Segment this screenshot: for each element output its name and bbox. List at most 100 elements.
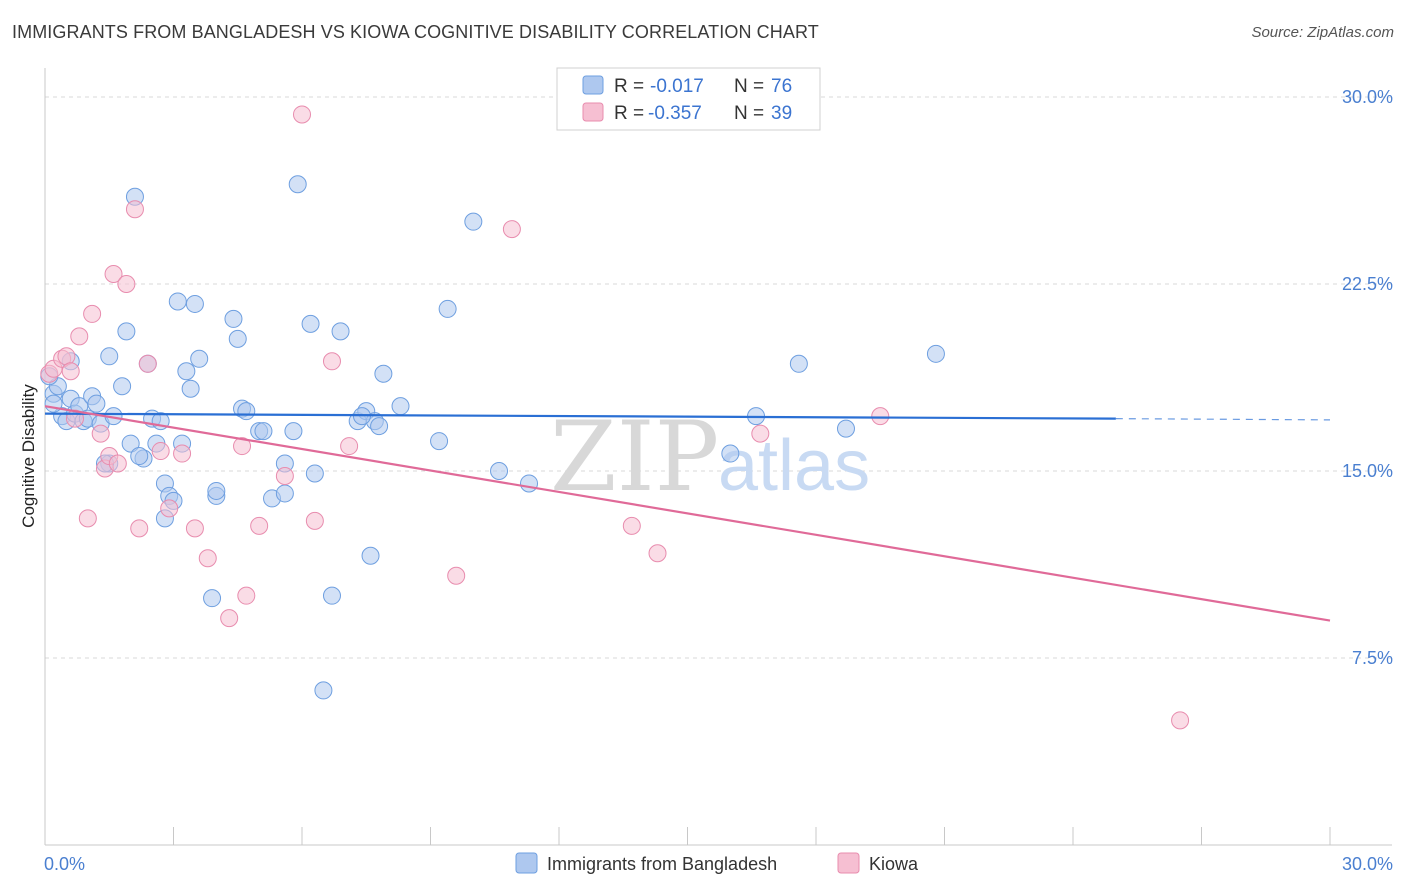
kiowa-point <box>622 516 641 535</box>
kiowa-point <box>83 304 102 323</box>
bangladesh-point <box>275 484 294 503</box>
bottom-legend-label-kiowa: Kiowa <box>869 854 919 874</box>
kiowa-point <box>185 519 204 538</box>
x-tick-label: 0.0% <box>44 854 85 874</box>
legend-n-label: N = <box>734 76 764 97</box>
legend-r-value: -0.017 <box>650 76 704 97</box>
bangladesh-point <box>121 434 140 453</box>
kiowa-point <box>70 327 89 346</box>
kiowa-point <box>151 442 170 461</box>
x-tick-labels: 0.0% 30.0% <box>44 854 1393 874</box>
bangladesh-point <box>224 309 243 328</box>
y-tick-label: 15.0% <box>1342 461 1393 481</box>
bangladesh-point <box>113 377 132 396</box>
bangladesh-point <box>430 432 449 451</box>
x-tick-label: 30.0% <box>1342 854 1393 874</box>
bangladesh-point <box>117 322 136 341</box>
bangladesh-point <box>370 417 389 436</box>
legend-box: R = -0.017 N = 76 R = -0.357 N = 39 <box>556 67 821 131</box>
kiowa-point <box>305 511 324 530</box>
kiowa-point <box>751 424 770 443</box>
bangladesh-point <box>254 422 273 441</box>
bangladesh-point <box>87 394 106 413</box>
bangladesh-point <box>181 379 200 398</box>
bottom-legend-swatch-pink <box>837 852 860 874</box>
kiowa-point <box>220 609 239 628</box>
bangladesh-point <box>177 362 196 381</box>
legend-swatch-pink <box>582 102 604 122</box>
kiowa-point <box>160 499 179 518</box>
kiowa-point <box>125 200 144 219</box>
axes <box>44 68 1392 846</box>
kiowa-point <box>293 105 311 124</box>
bottom-legend-label-bangladesh: Immigrants from Bangladesh <box>547 854 777 874</box>
bangladesh-point <box>520 474 539 493</box>
bangladesh-point <box>203 589 222 608</box>
bangladesh-point <box>190 349 209 368</box>
kiowa-point <box>322 352 341 371</box>
kiowa-point <box>173 444 192 463</box>
kiowa-point <box>502 220 521 239</box>
kiowa-point <box>104 265 123 284</box>
kiowa-point <box>340 437 359 456</box>
kiowa-point <box>130 519 149 538</box>
bangladesh-point <box>207 481 226 500</box>
kiowa-point <box>871 407 890 426</box>
bottom-legend: Immigrants from Bangladesh Kiowa <box>515 852 919 874</box>
bottom-legend-swatch-blue <box>515 852 538 874</box>
bangladesh-point <box>361 546 380 565</box>
y-axis-title: Cognitive Disability <box>19 384 38 528</box>
bangladesh-point <box>305 464 324 483</box>
grid <box>45 96 1392 659</box>
legend-n-value: 76 <box>771 76 792 97</box>
kiowa-point <box>57 347 76 366</box>
bangladesh-point <box>185 294 204 313</box>
kiowa-point <box>237 586 256 605</box>
bangladesh-point <box>331 322 350 341</box>
bangladesh-point <box>314 681 333 700</box>
y-tick-label: 7.5% <box>1352 648 1393 668</box>
bangladesh-trend-extension <box>1115 418 1331 421</box>
bangladesh-point <box>789 354 808 373</box>
kiowa-point <box>91 424 110 443</box>
bangladesh-point <box>322 586 341 605</box>
bangladesh-point <box>100 347 119 366</box>
bangladesh-trend-line <box>44 412 1116 420</box>
kiowa-point <box>117 275 136 293</box>
series-bangladesh-points <box>40 175 945 700</box>
y-tick-label: 30.0% <box>1342 87 1393 107</box>
kiowa-point <box>108 454 127 473</box>
kiowa-point <box>648 544 667 563</box>
kiowa-point <box>61 362 80 381</box>
kiowa-point <box>275 466 294 485</box>
y-tick-labels: 7.5% 15.0% 22.5% 30.0% <box>1342 87 1393 668</box>
bangladesh-point <box>836 419 855 438</box>
bangladesh-point <box>284 422 303 441</box>
kiowa-point <box>250 516 269 535</box>
kiowa-point <box>1171 711 1190 730</box>
bangladesh-point <box>391 397 410 416</box>
series-kiowa-points <box>40 105 1190 730</box>
watermark-atlas: atlas <box>718 426 870 506</box>
kiowa-point <box>447 566 466 585</box>
chart-title: IMMIGRANTS FROM BANGLADESH VS KIOWA COGN… <box>12 22 819 42</box>
legend-r-label: R = <box>614 103 644 124</box>
bangladesh-point <box>228 329 247 348</box>
legend-swatch-blue <box>582 75 604 95</box>
bangladesh-point <box>288 175 307 194</box>
bangladesh-point <box>438 299 457 318</box>
bangladesh-point <box>926 344 945 363</box>
watermark-zip: ZIP <box>550 401 719 513</box>
kiowa-point <box>138 354 157 373</box>
legend-n-value: 39 <box>771 103 792 124</box>
kiowa-point <box>233 437 252 456</box>
bangladesh-point <box>374 364 393 383</box>
kiowa-point <box>198 549 217 568</box>
legend-n-label: N = <box>734 103 764 124</box>
bangladesh-point <box>464 212 483 231</box>
kiowa-point <box>78 509 97 528</box>
bangladesh-point <box>130 447 149 466</box>
trend-lines <box>44 405 1331 622</box>
bangladesh-point <box>168 292 187 311</box>
